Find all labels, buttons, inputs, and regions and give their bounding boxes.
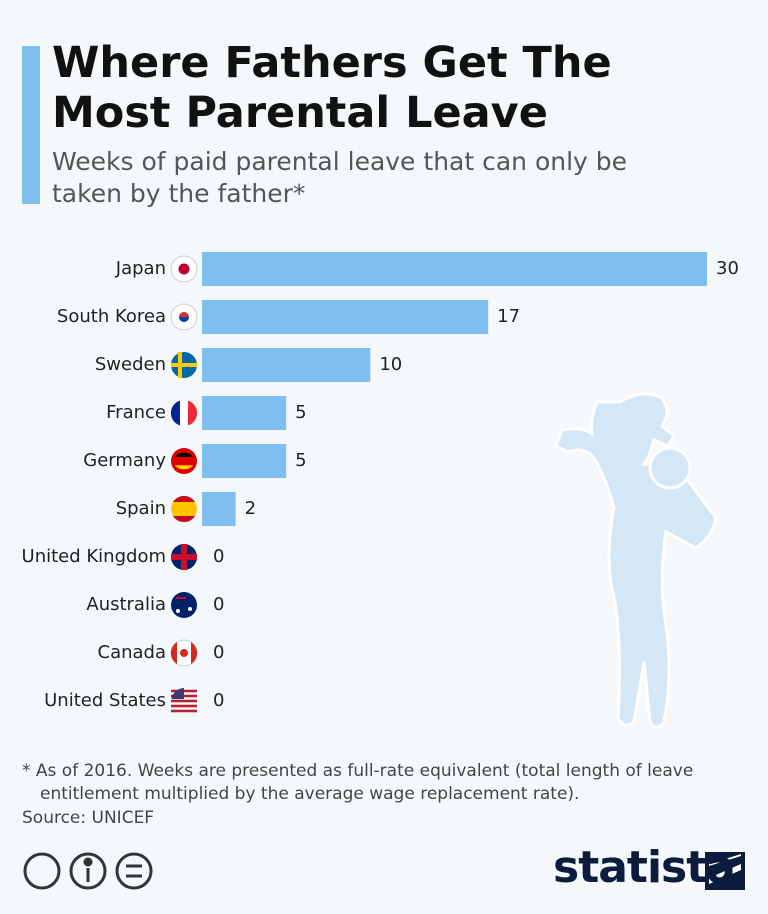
y-tick-label: United Kingdom [22,546,166,567]
flag-icon [171,352,197,378]
brand-logo: statista [553,842,736,893]
value-label: 5 [295,402,306,423]
chart-title: Where Fathers Get The Most Parental Leav… [52,38,612,138]
flag-star [176,609,180,613]
flag [171,592,197,618]
value-label: 17 [497,306,520,327]
flag-leaf [180,649,188,657]
y-tick-label: Canada [98,642,167,663]
bar [202,444,287,478]
value-label: 0 [213,594,224,615]
bar [202,492,236,526]
y-tick-label: United States [44,690,166,711]
flag-part [174,452,194,457]
flag-cross [171,363,197,367]
bar [202,252,707,286]
flag-star [188,607,192,611]
y-tick-label: Japan [115,258,166,279]
flag-part [173,495,195,502]
value-label: 30 [716,258,739,279]
flag-part [188,400,198,426]
y-tick-label: Germany [83,450,166,471]
flag-icon [171,544,197,570]
logo-icon [705,852,745,890]
license-icons [23,852,153,890]
accent-bar [22,46,40,204]
y-tick-label: South Korea [57,306,166,327]
flag-icon [170,303,198,331]
flag [171,496,197,522]
flag-part [170,400,180,426]
bar [202,300,489,334]
flag [171,448,197,474]
bar [202,396,287,430]
value-label: 0 [213,690,224,711]
chart-subtitle: Weeks of paid parental leave that can on… [52,147,628,208]
flag-icon [171,448,197,474]
flag-stripe [171,699,197,703]
flag-icon [170,255,198,283]
value-label: 2 [245,498,256,519]
footnote: * As of 2016. Weeks are presented as ful… [22,761,694,804]
flag-icon [171,592,197,618]
y-tick-label: Australia [86,594,166,615]
value-label: 10 [379,354,402,375]
flag-stripe [171,709,197,713]
flag-dot [178,263,190,275]
flag-part [170,642,177,664]
value-label: 0 [213,546,224,567]
flag-icon [171,688,197,714]
flag-icon [170,639,198,667]
flag-part [171,688,184,699]
flag-stripe [171,704,197,708]
flag-part [191,642,198,664]
value-label: 0 [213,642,224,663]
source: Source: UNICEF [22,808,155,828]
y-tick-label: Spain [116,498,166,519]
flag-icon [170,400,198,426]
flag-icon [171,495,197,523]
y-tick-label: Sweden [95,354,166,375]
plot: Japan 30 South Korea 17 Sweden 10 France 5 Germa… [22,252,739,714]
flag-part [174,465,194,470]
flag-cross [171,554,197,560]
silhouette [554,392,718,729]
flag-part [173,516,195,523]
value-label: 5 [295,450,306,471]
bar [202,348,371,382]
flag-cross [176,597,186,599]
y-tick-label: France [106,402,166,423]
flag-dot [179,317,189,322]
